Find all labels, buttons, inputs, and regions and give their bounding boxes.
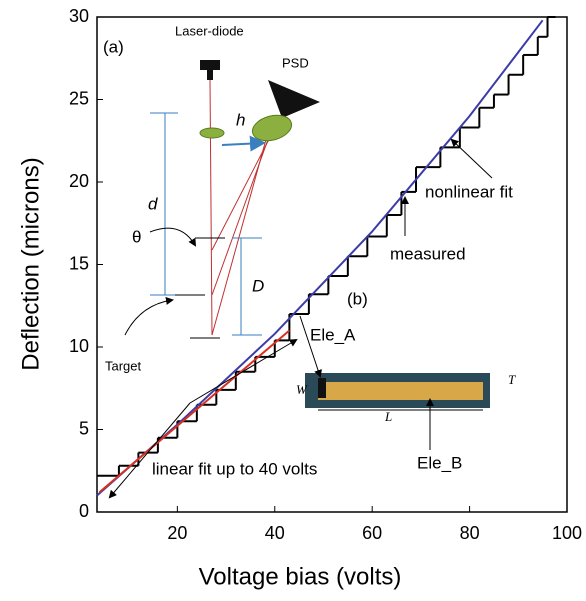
annotation: W (296, 382, 308, 397)
y-tick-label: 20 (69, 171, 89, 191)
x-tick-label: 20 (167, 523, 187, 543)
x-tick-label: 100 (552, 523, 582, 543)
y-tick-label: 15 (69, 253, 89, 273)
annotation: (a) (103, 37, 124, 56)
x-axis-label: Voltage bias (volts) (199, 563, 402, 590)
annotation: Target (105, 358, 142, 373)
annotation: d (148, 194, 158, 213)
label-arrow (450, 138, 493, 179)
inset-diagram (124, 60, 320, 339)
annotation: (b) (347, 289, 368, 308)
y-tick-label: 5 (79, 418, 89, 438)
y-tick-label: 25 (69, 88, 89, 108)
annotation: Ele_B (417, 453, 462, 472)
y-axis-label: Deflection (microns) (17, 157, 44, 370)
annotation: PSD (282, 55, 309, 70)
annotation: θ (132, 227, 141, 246)
label-arrow (189, 338, 298, 404)
series-label: measured (390, 244, 466, 263)
annotation: h (236, 110, 245, 129)
annotation: Ele_A (310, 325, 356, 344)
series-label: nonlinear fit (425, 182, 513, 201)
inset-photo (299, 315, 490, 450)
annotation: T (508, 372, 516, 387)
series-line (96, 19, 544, 497)
series-label: linear fit up to 40 volts (152, 459, 317, 478)
plot-area: 20 40 60 80 100 0 5 10 15 20 25 30 (69, 6, 582, 543)
label-arrow (108, 402, 191, 499)
x-tick-label: 40 (265, 523, 285, 543)
series-line (98, 329, 291, 493)
y-tick-label: 0 (79, 501, 89, 521)
x-tick-label: 80 (460, 523, 480, 543)
annotation: D (252, 276, 264, 295)
x-tick-label: 60 (362, 523, 382, 543)
annotation: L (384, 409, 392, 424)
annotation: Laser-diode (175, 23, 244, 38)
y-tick-label: 30 (69, 6, 89, 26)
y-tick-label: 10 (69, 336, 89, 356)
